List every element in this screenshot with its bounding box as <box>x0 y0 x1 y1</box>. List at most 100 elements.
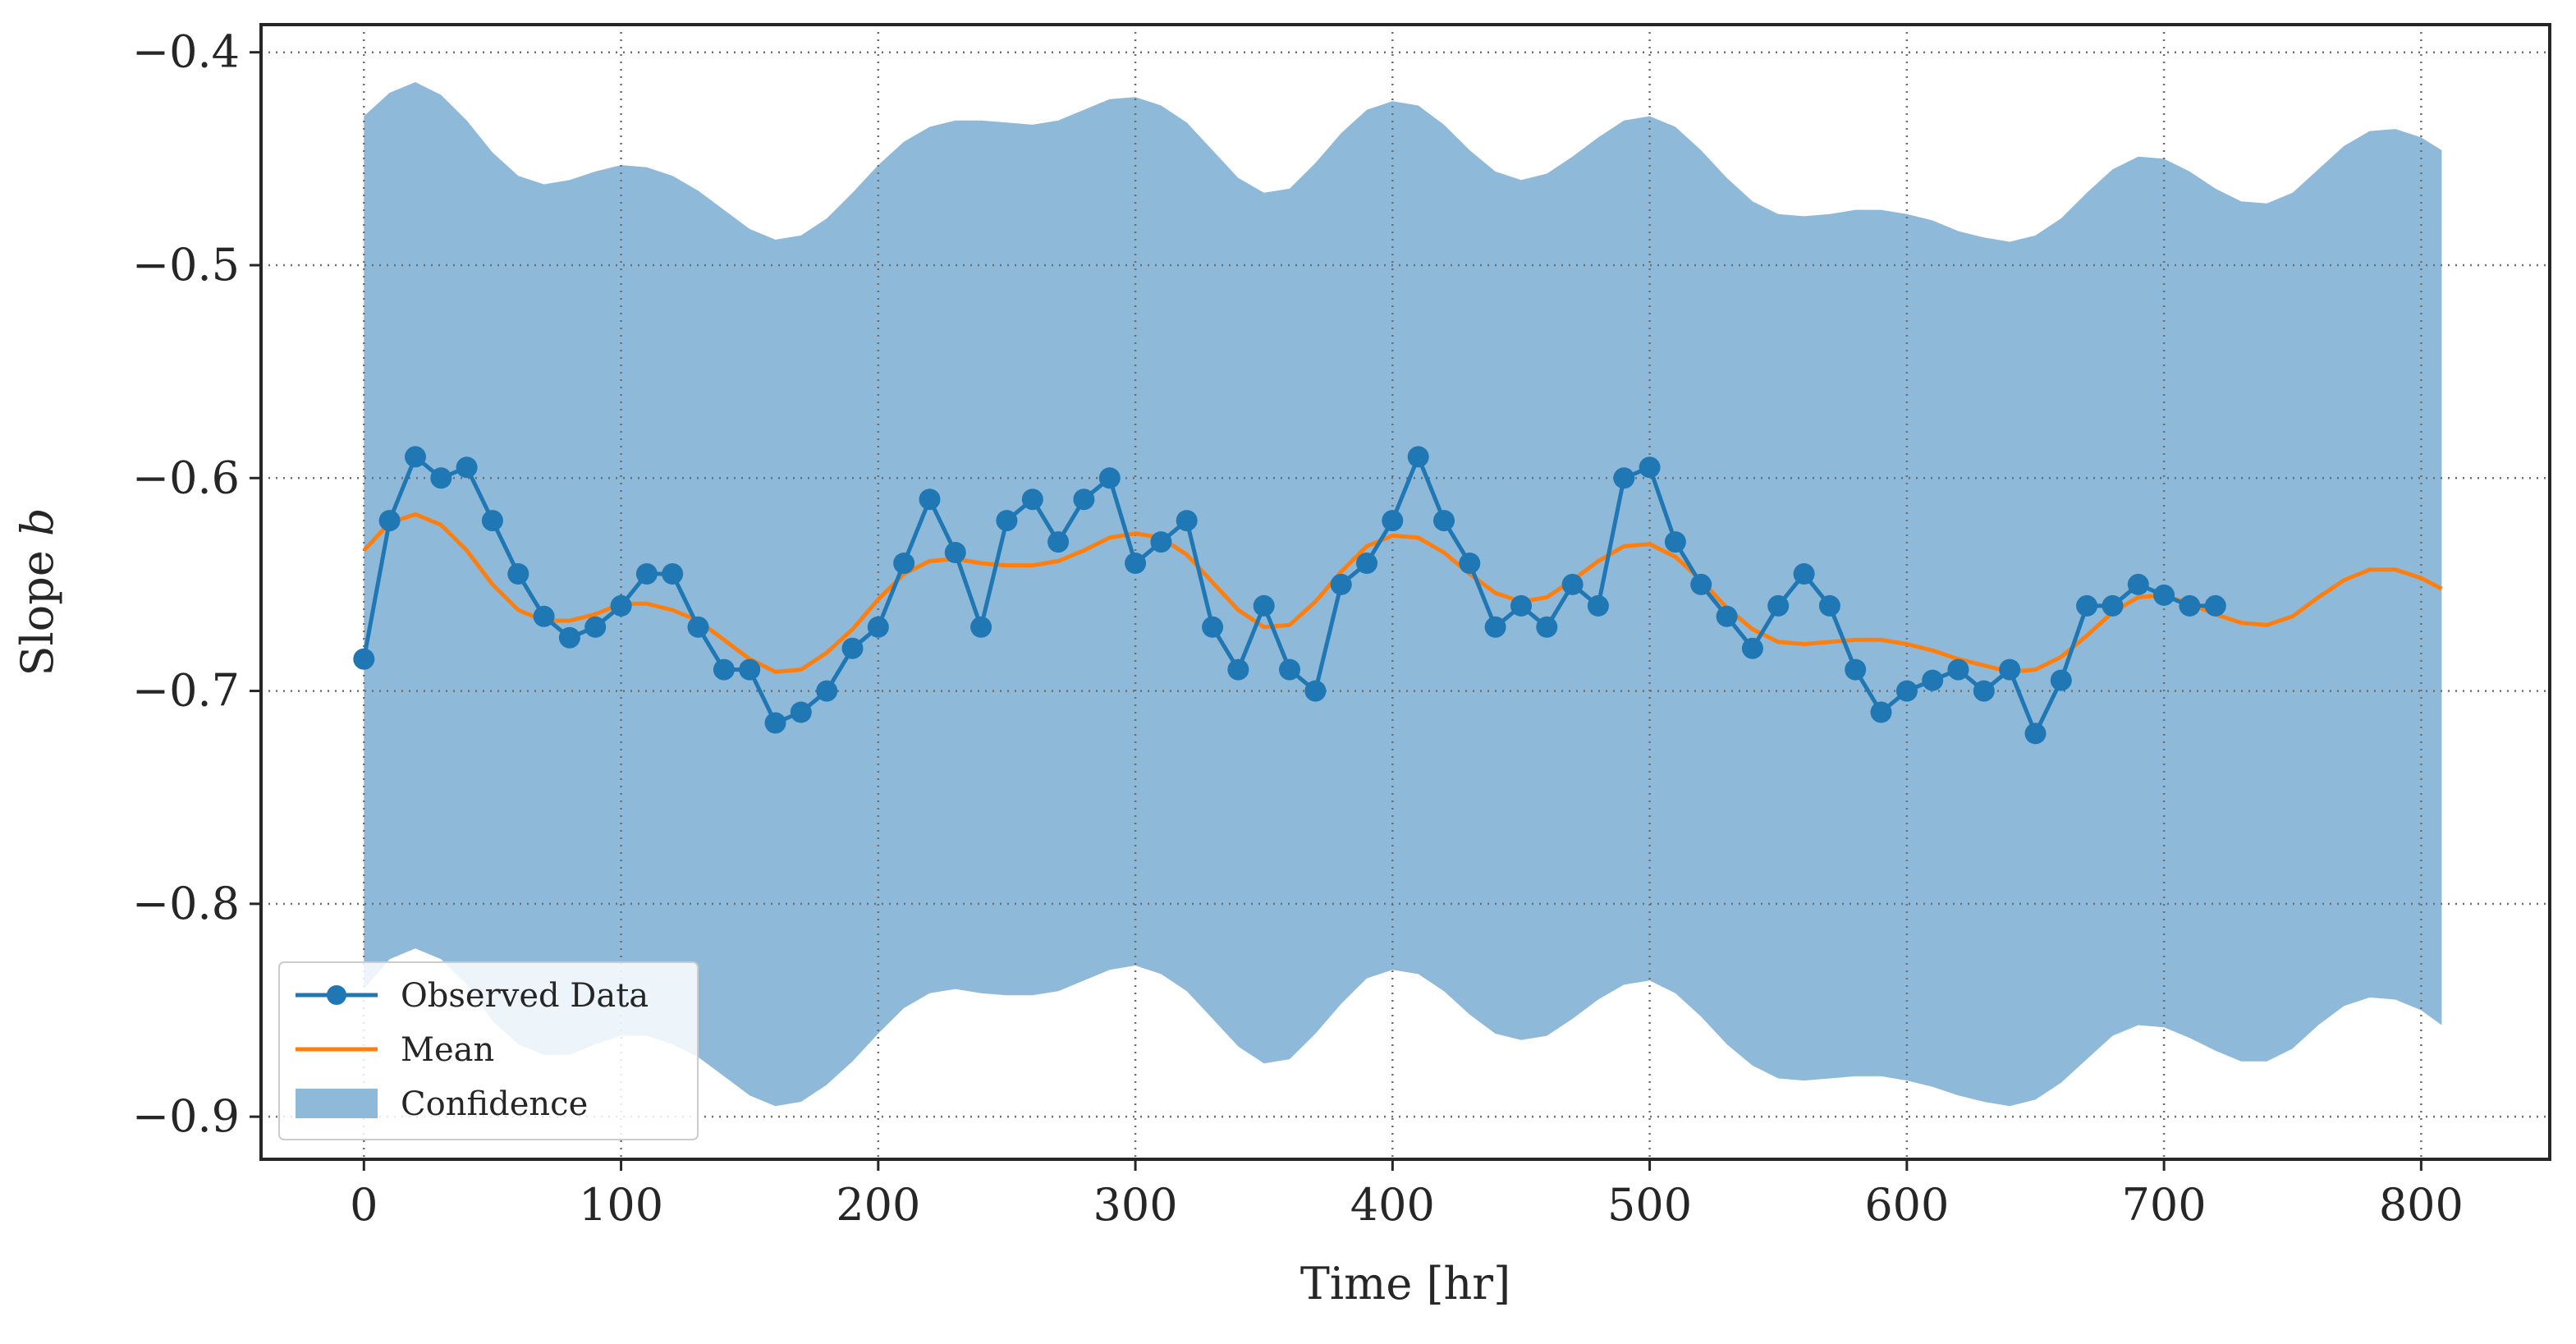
observed-data-point <box>1279 658 1300 681</box>
observed-data-point <box>1356 553 1377 574</box>
observed-data-point <box>1382 510 1404 532</box>
observed-data-point <box>1818 594 1840 617</box>
observed-data-point <box>944 542 966 563</box>
y-axis-label-variable: b <box>11 507 63 536</box>
observed-data-point <box>1947 658 1969 681</box>
y-tick-label: −0.5 <box>132 239 240 291</box>
observed-data-point <box>1613 467 1635 489</box>
observed-data-point <box>1999 658 2021 681</box>
x-axis-ticks: 0 100 200 300 400 500 600 700 800 <box>350 1159 2464 1231</box>
y-tick-label: −0.9 <box>132 1090 240 1142</box>
y-axis-label-text: Slope <box>11 536 63 676</box>
observed-data-point <box>2204 594 2226 617</box>
y-tick-label: −0.8 <box>132 878 240 929</box>
observed-data-point <box>1098 467 1121 489</box>
mean-line-layer <box>362 511 2443 674</box>
observed-data-point <box>558 626 580 649</box>
x-tick-label: 800 <box>2379 1179 2464 1231</box>
observed-data-point <box>507 563 529 585</box>
observed-data-point <box>1330 573 1352 595</box>
observed-data-point <box>2102 594 2124 617</box>
observed-data-point <box>2076 594 2098 617</box>
observed-data-point <box>1690 573 1712 595</box>
observed-data-point <box>1922 669 1944 691</box>
observed-data-point <box>1973 680 1995 702</box>
observed-data-point <box>533 605 555 627</box>
observed-data-point <box>867 616 889 638</box>
observed-data-point <box>739 658 761 681</box>
confidence-band <box>364 82 2442 1107</box>
observed-data-point <box>687 616 709 638</box>
observed-data-point <box>2179 594 2201 617</box>
observed-data-point <box>635 563 658 585</box>
y-axis-ticks: −0.9 −0.8 −0.7 −0.6 −0.5 −0.4 <box>132 26 261 1142</box>
observed-data-point <box>841 637 864 659</box>
x-tick-label: 500 <box>1607 1179 1692 1231</box>
observed-data-point <box>1716 605 1738 627</box>
grid-layer <box>261 25 2550 1159</box>
observed-data-point <box>1741 637 1763 659</box>
observed-data-point <box>584 616 607 638</box>
observed-data-point <box>1021 489 1043 511</box>
observed-data-point <box>1253 594 1275 617</box>
observed-data-point <box>1845 658 1867 681</box>
legend: Observed Data Mean Confidence <box>278 961 699 1140</box>
x-tick-label: 400 <box>1350 1179 1435 1231</box>
x-tick-label: 100 <box>579 1179 663 1231</box>
observed-data-point <box>1433 510 1455 532</box>
observed-data-point <box>1561 573 1584 595</box>
legend-swatch-observed-marker <box>327 985 346 1005</box>
y-tick-label: −0.4 <box>132 26 240 78</box>
observed-data-point <box>1767 594 1790 617</box>
observed-data-point <box>481 510 503 532</box>
observed-data-point <box>1870 701 1892 723</box>
observed-data-point <box>1176 510 1198 532</box>
observed-data-point <box>1536 616 1558 638</box>
observed-data-point <box>2050 669 2072 691</box>
plot-frame <box>259 23 2551 1161</box>
observed-data-point <box>1484 616 1506 638</box>
y-axis-label: Slope b <box>11 507 63 676</box>
observed-data-point <box>919 489 941 511</box>
observed-data-point <box>405 446 426 468</box>
observed-data-point <box>1125 553 1147 574</box>
observed-data-point <box>1895 680 1918 702</box>
observed-data-point <box>893 553 915 574</box>
y-tick-label: −0.7 <box>132 665 240 717</box>
legend-swatch-confidence <box>296 1089 378 1118</box>
observed-data-point <box>430 467 452 489</box>
x-tick-label: 300 <box>1093 1179 1178 1231</box>
observed-data-point <box>1227 658 1249 681</box>
x-tick-label: 200 <box>836 1179 920 1231</box>
observed-data-point <box>996 510 1018 532</box>
observed-data-point <box>2024 722 2047 745</box>
observed-data-point <box>1639 456 1661 479</box>
observed-data-point <box>1587 594 1609 617</box>
observed-data-layer <box>353 446 2226 745</box>
observed-data-point <box>1510 594 1532 617</box>
observed-data-point <box>2153 584 2175 606</box>
observed-data-point <box>1459 553 1481 574</box>
observed-data-point <box>970 616 992 638</box>
x-axis-label: Time [hr] <box>1300 1258 1510 1310</box>
mean-line <box>362 511 2443 674</box>
observed-data-point <box>1793 563 1815 585</box>
observed-data-point <box>1304 680 1327 702</box>
legend-label-mean: Mean <box>401 1031 494 1069</box>
legend-box <box>278 961 699 1140</box>
x-tick-label: 600 <box>1864 1179 1949 1231</box>
confidence-band-layer <box>364 82 2442 1107</box>
observed-data-point <box>378 510 401 532</box>
observed-data-point <box>713 658 735 681</box>
legend-label-observed: Observed Data <box>401 977 649 1015</box>
y-tick-label: −0.6 <box>132 452 240 503</box>
x-tick-label: 0 <box>350 1179 378 1231</box>
x-tick-label: 700 <box>2122 1179 2207 1231</box>
observed-data-point <box>1047 531 1070 553</box>
observed-data-point <box>1407 446 1429 468</box>
observed-data-point <box>1202 616 1224 638</box>
observed-data-point <box>790 701 812 723</box>
observed-data-point <box>1150 531 1172 553</box>
